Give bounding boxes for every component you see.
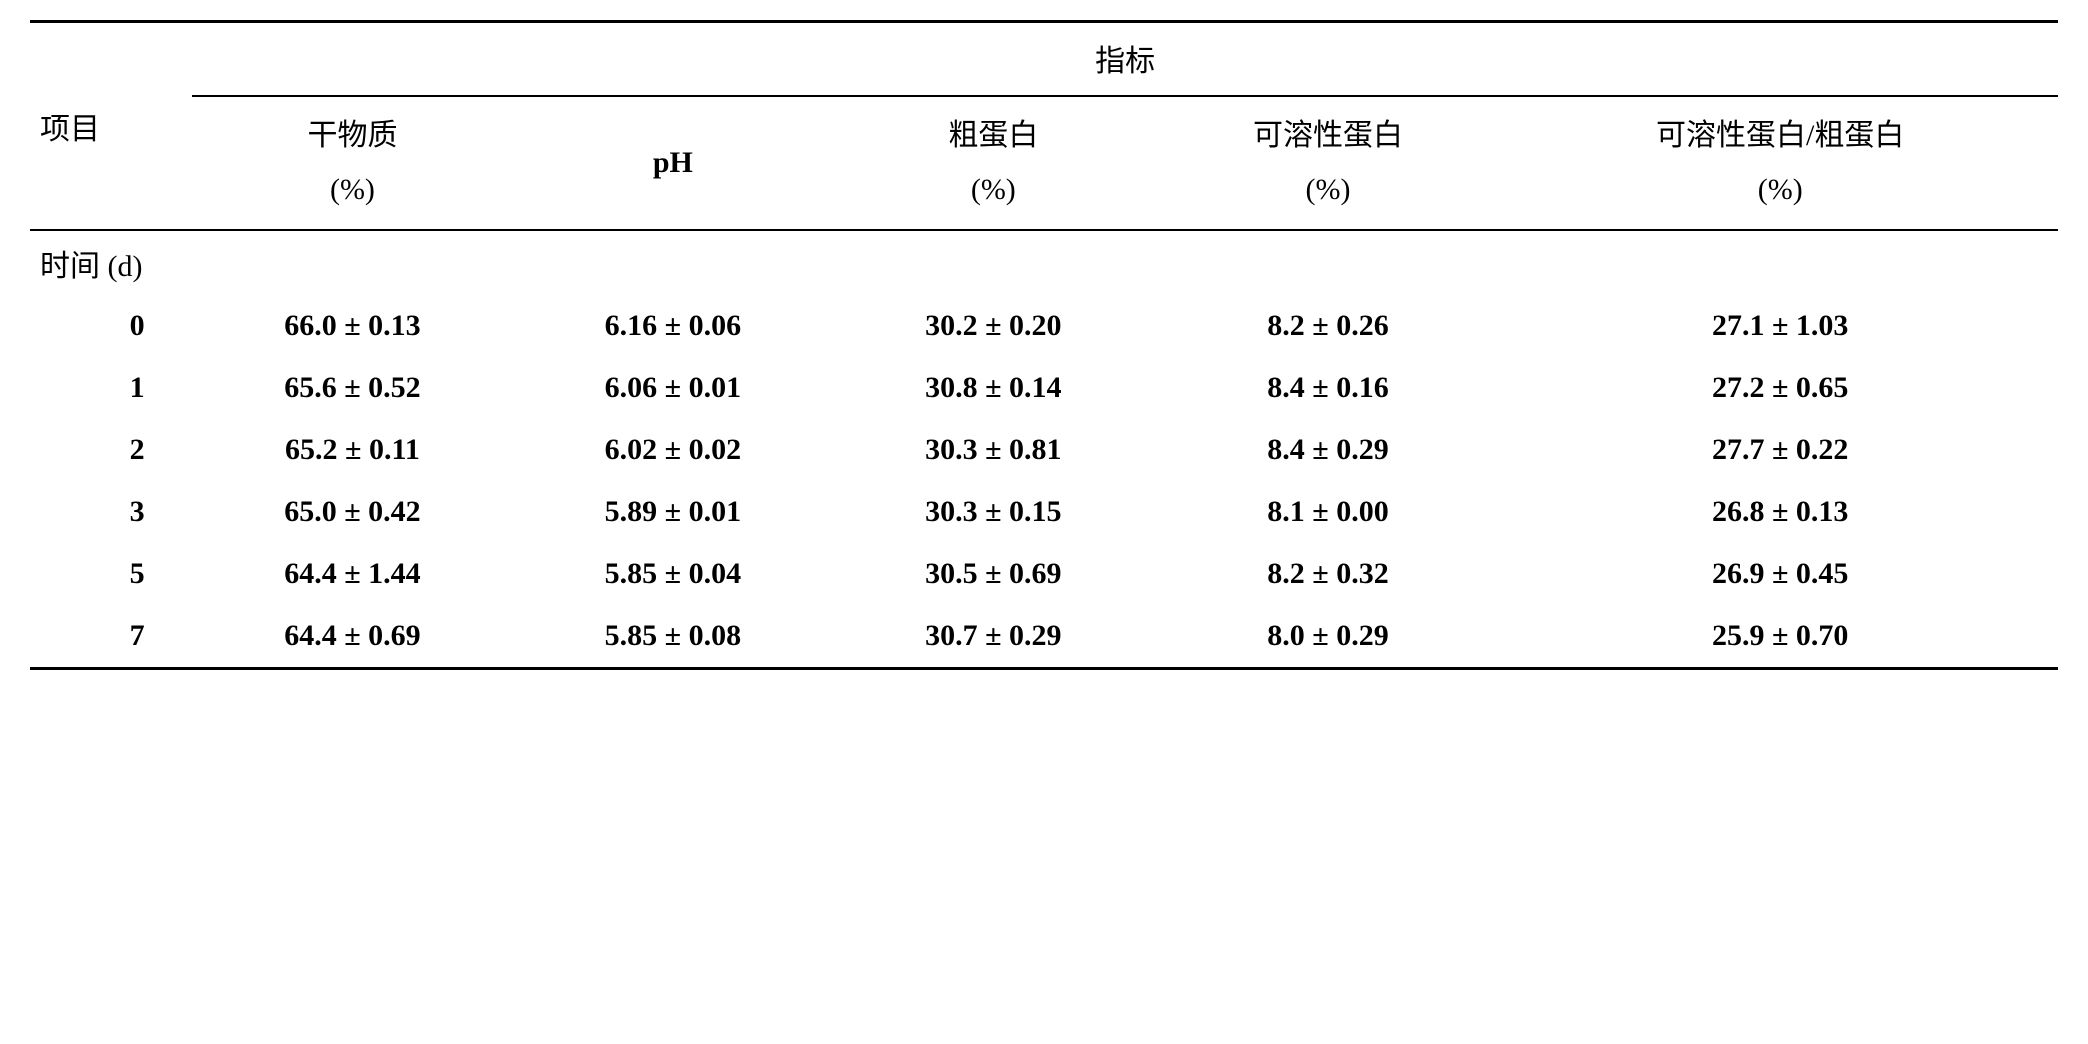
data-cell: 8.4 ± 0.16 [1154,357,1503,419]
data-cell: 8.2 ± 0.32 [1154,543,1503,605]
data-cell: 25.9 ± 0.70 [1502,605,2058,669]
time-cell: 1 [30,357,192,419]
data-cell: 27.2 ± 0.65 [1502,357,2058,419]
data-cell: 64.4 ± 0.69 [192,605,512,669]
data-cell: 8.0 ± 0.29 [1154,605,1503,669]
data-cell: 5.85 ± 0.08 [513,605,833,669]
data-cell: 8.2 ± 0.26 [1154,295,1503,357]
data-cell: 30.3 ± 0.15 [833,481,1153,543]
data-cell: 66.0 ± 0.13 [192,295,512,357]
data-cell: 30.5 ± 0.69 [833,543,1153,605]
time-cell: 2 [30,419,192,481]
section-row: 时间 (d) [30,230,2058,295]
data-cell: 5.89 ± 0.01 [513,481,833,543]
data-cell: 65.2 ± 0.11 [192,419,512,481]
data-cell: 65.6 ± 0.52 [192,357,512,419]
col-header-1-bottom: (%) [330,173,375,206]
data-cell: 26.8 ± 0.13 [1502,481,2058,543]
col-header-1: 干物质 (%) [192,96,512,230]
time-cell: 7 [30,605,192,669]
data-cell: 5.85 ± 0.04 [513,543,833,605]
table-row: 5 64.4 ± 1.44 5.85 ± 0.04 30.5 ± 0.69 8.… [30,543,2058,605]
time-cell: 3 [30,481,192,543]
col-header-3: 粗蛋白 (%) [833,96,1153,230]
time-cell: 0 [30,295,192,357]
table-row: 7 64.4 ± 0.69 5.85 ± 0.08 30.7 ± 0.29 8.… [30,605,2058,669]
col-header-5-bottom: (%) [1758,173,1803,206]
col-header-5-top: 可溶性蛋白/粗蛋白 [1656,119,1904,152]
table-row: 1 65.6 ± 0.52 6.06 ± 0.01 30.8 ± 0.14 8.… [30,357,2058,419]
data-cell: 30.2 ± 0.20 [833,295,1153,357]
col-header-4: 可溶性蛋白 (%) [1154,96,1503,230]
col-header-4-bottom: (%) [1305,173,1350,206]
col-header-2: pH [513,96,833,230]
data-cell: 8.4 ± 0.29 [1154,419,1503,481]
data-cell: 27.7 ± 0.22 [1502,419,2058,481]
table-row: 2 65.2 ± 0.11 6.02 ± 0.02 30.3 ± 0.81 8.… [30,419,2058,481]
data-cell: 30.3 ± 0.81 [833,419,1153,481]
data-cell: 6.02 ± 0.02 [513,419,833,481]
col-header-2-bottom: pH [653,146,693,179]
group-header-label: 指标 [192,22,2058,97]
data-table: 项目 指标 干物质 (%) pH 粗蛋白 (%) 可溶性蛋白 (%) 可溶性蛋白… [30,20,2058,670]
data-cell: 30.7 ± 0.29 [833,605,1153,669]
time-cell: 5 [30,543,192,605]
col-header-5: 可溶性蛋白/粗蛋白 (%) [1502,96,2058,230]
data-cell: 8.1 ± 0.00 [1154,481,1503,543]
section-label: 时间 (d) [40,250,142,283]
data-cell: 27.1 ± 1.03 [1502,295,2058,357]
col-header-3-bottom: (%) [971,173,1016,206]
data-cell: 64.4 ± 1.44 [192,543,512,605]
table-row: 0 66.0 ± 0.13 6.16 ± 0.06 30.2 ± 0.20 8.… [30,295,2058,357]
row-header-label: 项目 [30,22,192,231]
col-header-4-top: 可溶性蛋白 [1253,119,1403,152]
data-cell: 26.9 ± 0.45 [1502,543,2058,605]
data-cell: 6.06 ± 0.01 [513,357,833,419]
data-cell: 65.0 ± 0.42 [192,481,512,543]
table-row: 3 65.0 ± 0.42 5.89 ± 0.01 30.3 ± 0.15 8.… [30,481,2058,543]
data-cell: 6.16 ± 0.06 [513,295,833,357]
col-header-3-top: 粗蛋白 [948,119,1038,152]
col-header-1-top: 干物质 [307,119,397,152]
data-cell: 30.8 ± 0.14 [833,357,1153,419]
